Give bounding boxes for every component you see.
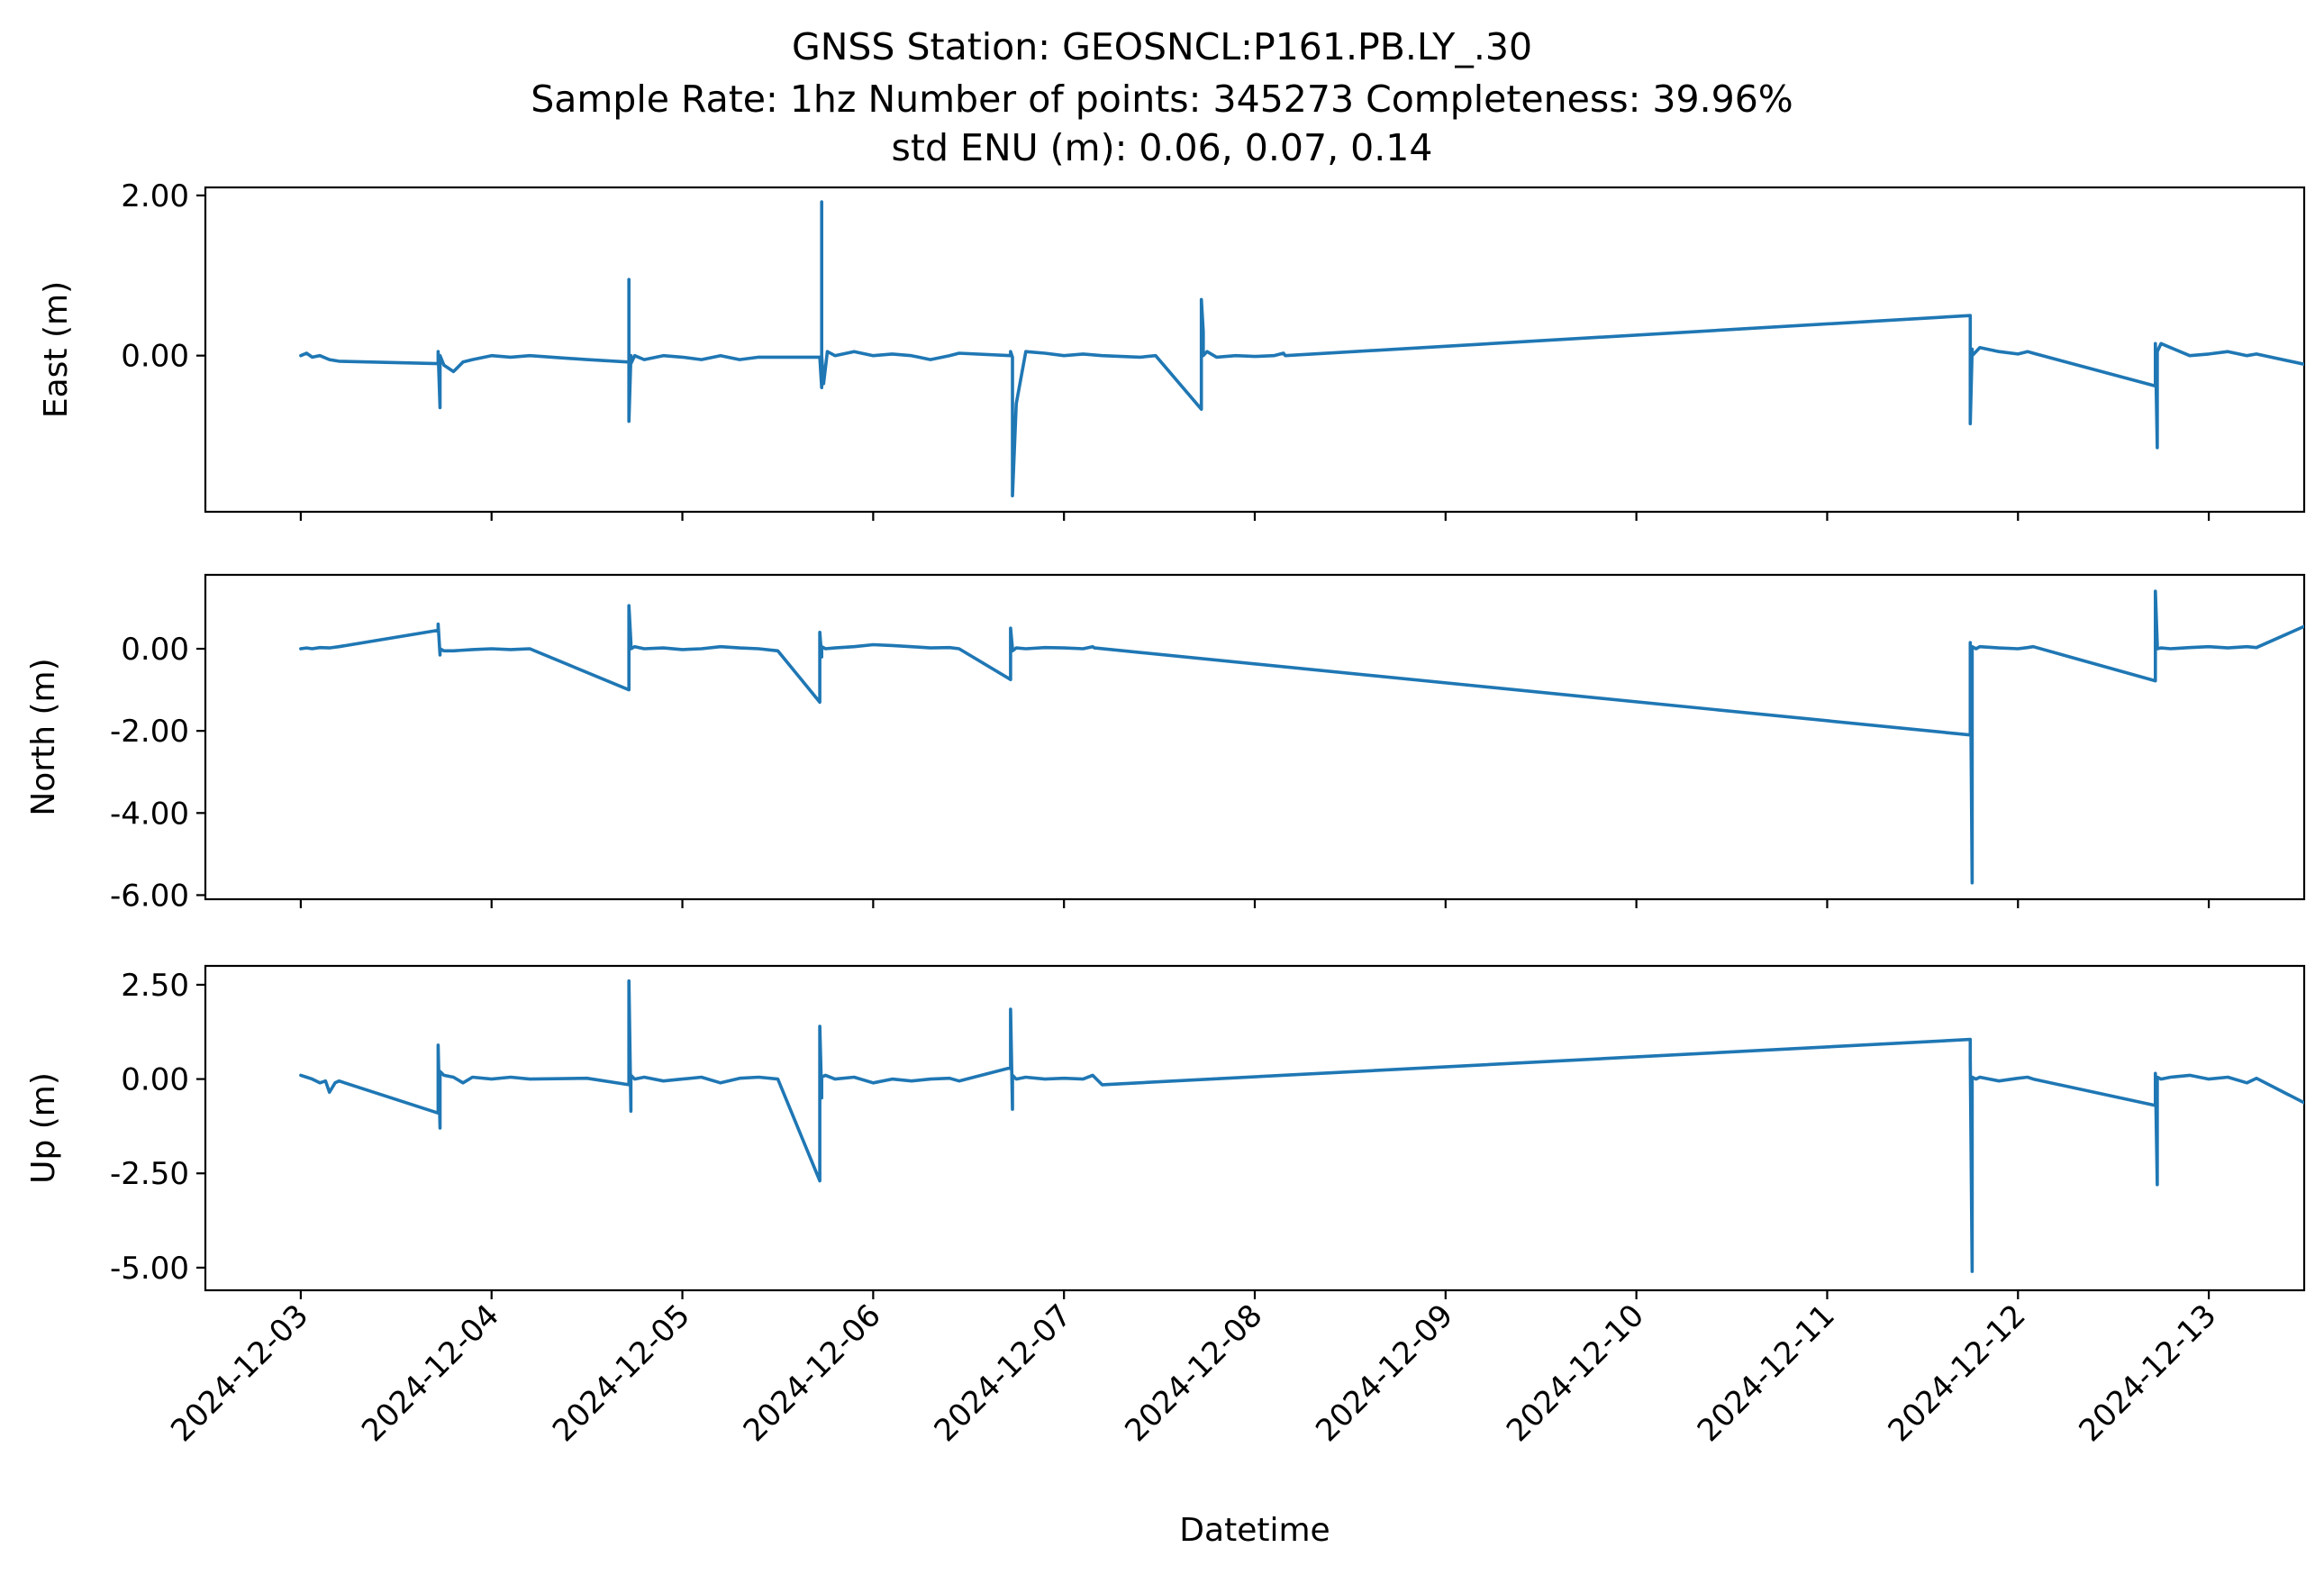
x-tick-label: 2024-12-08 [1118,1297,1269,1449]
up-axis-label: Up (m) [25,1072,62,1184]
x-tick-label: 2024-12-12 [1882,1297,2033,1449]
x-tick-label: 2024-12-11 [1691,1297,1842,1449]
up-y-tick-label: 2.50 [121,968,189,1004]
x-tick-label: 2024-12-07 [928,1297,1079,1449]
north-panel: North (m) 0.00 -2.00 -4.00 -6.00 [25,573,2306,914]
x-tick-label: 2024-12-03 [164,1297,315,1449]
x-tick-label: 2024-12-10 [1500,1297,1651,1449]
x-tick-label: 2024-12-04 [355,1297,506,1449]
title-line-3: std ENU (m): 0.06, 0.07, 0.14 [892,126,1433,169]
up-y-tick-label: -2.50 [110,1156,189,1192]
x-tick-label: 2024-12-09 [1309,1297,1460,1449]
up-panel-frame [204,964,2306,1292]
north-y-tick-label: -6.00 [110,878,189,914]
north-y-tick-label: -4.00 [110,796,189,832]
up-panel: Up (m) 2.50 0.00 -2.50 -5.00 [25,964,2306,1299]
x-axis-label: Datetime [1179,1512,1330,1549]
x-tick-label: 2024-12-06 [737,1297,888,1449]
north-series-line [299,589,2304,885]
north-y-tick-label: -2.00 [110,714,189,750]
north-panel-frame [204,573,2306,901]
chart-title: GNSS Station: GEOSNCL:P161.PB.LY_.30 Sam… [531,25,1793,169]
x-tick-label: 2024-12-05 [546,1297,697,1449]
up-y-tick-label: 0.00 [121,1062,189,1098]
east-panel: East (m) 2.00 0.00 [38,178,2306,521]
up-series-line [299,979,2304,1273]
x-tick-label: 2024-12-13 [2072,1297,2223,1449]
east-y-tick-label: 0.00 [121,339,189,375]
north-axis-label: North (m) [25,658,62,815]
east-series-line [299,200,2304,497]
east-y-tick-label: 2.00 [121,178,189,214]
title-line-1: GNSS Station: GEOSNCL:P161.PB.LY_.30 [792,25,1532,68]
east-axis-label: East (m) [38,281,75,418]
north-y-tick-label: 0.00 [121,632,189,668]
title-line-2: Sample Rate: 1hz Number of points: 34527… [531,77,1793,121]
up-y-tick-label: -5.00 [110,1251,189,1287]
